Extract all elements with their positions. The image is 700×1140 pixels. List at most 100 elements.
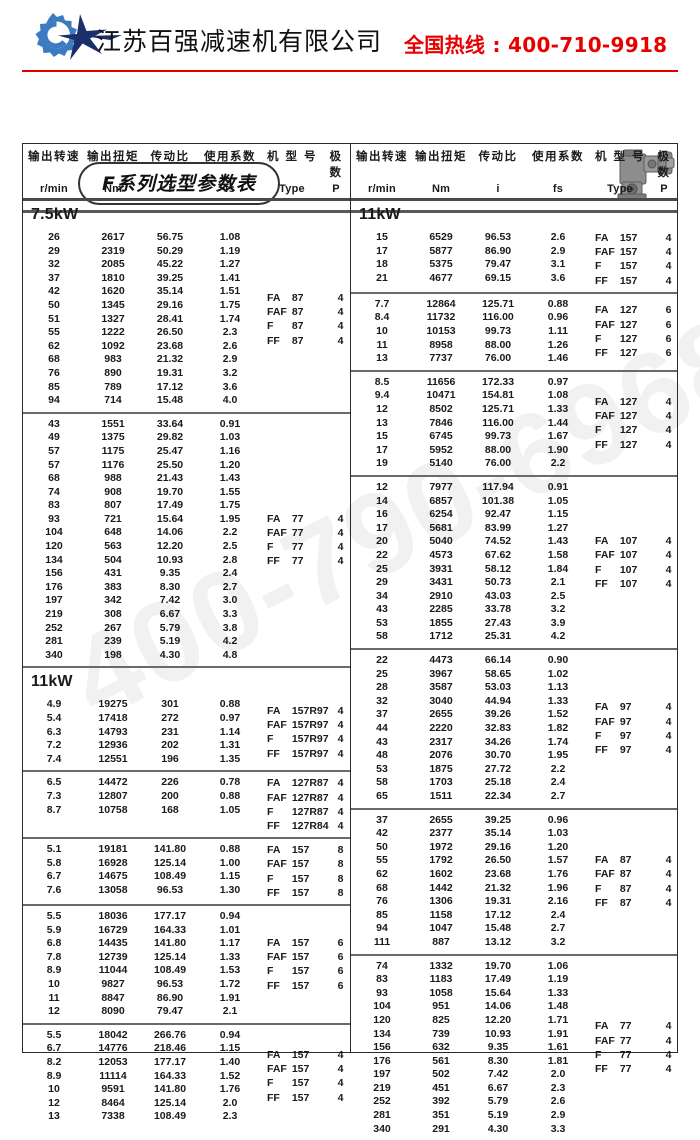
cell: 1855 <box>429 616 453 629</box>
type-row: F 107 4 <box>595 563 679 577</box>
pole-count: 4 <box>665 424 672 437</box>
cell: 342 <box>104 594 122 607</box>
type-row: FAF 127 4 <box>595 409 679 423</box>
type-prefix: F <box>267 1077 274 1090</box>
cell: 218.46 <box>153 1042 187 1055</box>
cell: 79.47 <box>484 258 512 271</box>
cell: 3.0 <box>222 594 238 607</box>
cell: 12 <box>48 1096 60 1109</box>
type-size: 157 <box>291 1063 310 1076</box>
cell: 1.52 <box>219 1069 241 1082</box>
cell: 50 <box>48 298 60 311</box>
cell: 156 <box>45 567 63 580</box>
type-row: FA 127R87 4 <box>267 776 351 790</box>
cell: 1.41 <box>219 271 241 284</box>
cell: 1.55 <box>219 485 241 498</box>
cell: 4.2 <box>222 635 238 648</box>
type-prefix: FA <box>267 1048 281 1061</box>
parameter-block: 74 83 93 104 120 134 156 176 197 219 252 281 340 1332… <box>351 953 677 1140</box>
cell: 5877 <box>429 244 453 257</box>
cell: 2655 <box>429 708 453 721</box>
cell: 3.1 <box>550 258 566 271</box>
cell: 85 <box>376 908 388 921</box>
pole-count: 4 <box>337 777 344 790</box>
type-size: 157 <box>291 1091 310 1104</box>
header-red-divider <box>22 70 678 72</box>
cell: 890 <box>104 366 122 379</box>
cell: 111 <box>373 935 391 948</box>
header-rpm-cn: 输出转速 <box>356 149 408 163</box>
type-size: 97 <box>619 715 632 728</box>
pole-count: 4 <box>337 555 344 568</box>
cell: 1.95 <box>219 512 241 525</box>
cell: 2.9 <box>550 1109 566 1122</box>
type-prefix: FAF <box>267 1063 287 1076</box>
pole-count: 4 <box>665 715 672 728</box>
cell: 120 <box>373 1013 391 1026</box>
torque-values: 6529 5877 5375 4677 <box>413 231 469 288</box>
cell: 104 <box>45 526 63 539</box>
cell: 9827 <box>101 977 125 990</box>
pole-count: 6 <box>337 979 344 992</box>
type-size: 157 <box>291 872 310 885</box>
torque-values: 1551 1375 1175 1176 988 908 807 721 648 563 504 431… <box>85 418 141 663</box>
cell: 10.93 <box>156 553 184 566</box>
cell: 134 <box>45 553 63 566</box>
parameter-block: 8.5 9.4 12 13 15 17 19 11656 10471 8502 7846 6745 59… <box>351 369 679 475</box>
cell: 2.1 <box>222 1005 238 1018</box>
cell: 2319 <box>101 244 125 257</box>
cell: 3.2 <box>550 935 566 948</box>
type-prefix: FF <box>267 1091 280 1104</box>
pole-count: 4 <box>665 549 672 562</box>
cell: 4.30 <box>159 648 181 661</box>
cell: 13 <box>48 1110 60 1123</box>
cell: 1.46 <box>547 352 569 365</box>
pole-count: 6 <box>665 304 672 317</box>
cell: 4.8 <box>222 648 238 661</box>
cell: 19275 <box>98 698 128 711</box>
ratio-values: 96.53 86.90 79.47 69.15 <box>469 231 527 288</box>
cell: 12 <box>48 1005 60 1018</box>
cell: 988 <box>104 472 122 485</box>
cell: 48 <box>376 749 388 762</box>
type-prefix: FA <box>267 704 281 717</box>
type-prefix: FA <box>595 854 609 867</box>
left-table-column: 输出转速 输出扭矩 传动比 使用系数机 型 号极 数 r/min Nm i fs Type P 7.… <box>22 143 351 1122</box>
power-rating-label: 11kW <box>359 206 401 223</box>
type-prefix: FAF <box>267 526 287 539</box>
cell: 1.91 <box>547 1027 569 1040</box>
cell: 1792 <box>429 854 453 867</box>
cell: 99.73 <box>484 325 512 337</box>
cell: 125.14 <box>153 856 187 869</box>
table-header-left: 输出转速 输出扭矩 传动比 使用系数机 型 号极 数 r/min Nm i fs Type P <box>23 144 350 201</box>
type-size: 157R97 <box>291 733 329 746</box>
type-row: FF 87 4 <box>595 896 679 910</box>
cell: 3.8 <box>222 621 238 634</box>
pole-count: 4 <box>337 1077 344 1090</box>
cell: 5.1 <box>46 843 62 856</box>
cell: 1.14 <box>219 725 241 738</box>
cell: 1.58 <box>547 548 569 561</box>
title-band: F系列选型参数表 <box>0 72 700 213</box>
cell: 134 <box>373 1027 391 1040</box>
header-nm-cn: 输出扭矩 <box>415 149 467 163</box>
cell: 8.5 <box>374 375 390 388</box>
cell: 6529 <box>429 231 453 243</box>
type-designation-group: FA 127 4 FAF 127 4 F 127 4 FF 127 4 <box>589 376 679 471</box>
cell: 19 <box>376 457 388 470</box>
cell: 2.1 <box>550 576 566 589</box>
pole-count: 4 <box>337 1091 344 1104</box>
header-nm-en: Nm <box>431 183 451 195</box>
type-row: FF 157R97 4 <box>267 747 351 761</box>
type-prefix: F <box>595 424 602 437</box>
cell: 94 <box>48 394 60 407</box>
cell: 7846 <box>429 416 453 429</box>
cell: 25.31 <box>484 630 512 643</box>
ratio-values: 141.80 125.14 108.49 96.53 <box>141 843 199 900</box>
cell: 16 <box>376 508 388 521</box>
type-row: FF 107 4 <box>595 577 679 591</box>
parameter-block: 26 29 32 37 42 50 51 55 62 68 76 85 94 2617 2319 2085 18… <box>23 227 350 412</box>
cell: 1.05 <box>219 803 241 816</box>
cell: 74 <box>376 959 388 972</box>
pole-count: 4 <box>665 1063 672 1076</box>
